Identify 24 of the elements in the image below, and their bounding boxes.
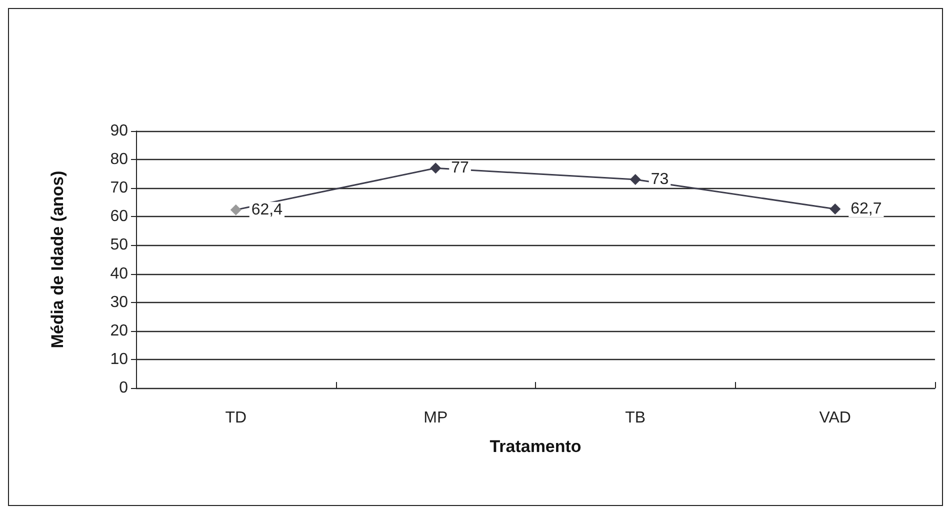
y-axis-title: Média de Idade (anos) <box>48 170 67 348</box>
y-tick-label: 70 <box>110 180 128 197</box>
data-label: 73 <box>650 171 669 188</box>
y-tick-label: 60 <box>110 208 128 226</box>
point <box>430 162 442 174</box>
point <box>630 174 641 186</box>
x-axis-title: Tratamento <box>490 437 582 456</box>
x-tick-label: TB <box>625 410 646 426</box>
y-tick-label: 30 <box>110 294 128 311</box>
y-tick-label: 90 <box>110 122 128 140</box>
y-tick-label: 50 <box>110 236 128 254</box>
data-label: 62,4 <box>251 201 283 218</box>
x-tick-label: TD <box>225 410 247 426</box>
y-tick-label: 0 <box>119 380 128 396</box>
point <box>830 203 841 214</box>
point <box>230 204 242 216</box>
y-tick-label: 80 <box>110 151 128 168</box>
y-tick-label: 40 <box>110 265 128 282</box>
y-tick-label: 20 <box>110 322 128 340</box>
data-label: 62,7 <box>850 200 882 218</box>
data-label: 77 <box>451 160 470 177</box>
x-tick-label: VAD <box>819 410 851 426</box>
y-tick-label: 10 <box>110 350 128 368</box>
x-tick-label: MP <box>424 410 448 426</box>
